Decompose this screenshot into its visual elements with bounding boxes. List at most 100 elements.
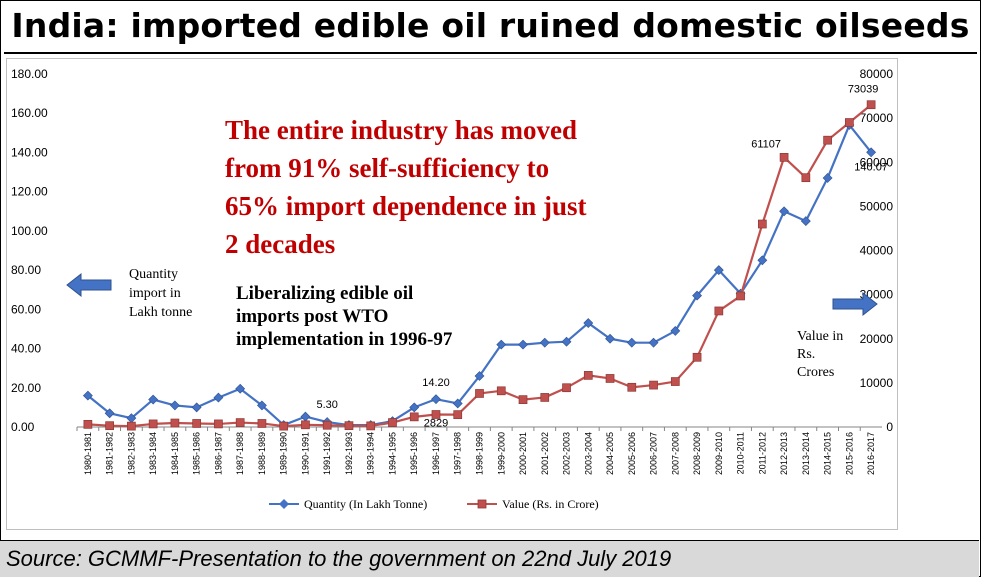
y-left-tick-label: 20.00 xyxy=(11,381,41,395)
x-tick-label: 2007-2008 xyxy=(670,432,680,475)
y-left-tick-label: 120.00 xyxy=(11,185,48,199)
quantity-data-point xyxy=(539,337,550,348)
quantity-data-point xyxy=(257,400,267,411)
value-data-point xyxy=(388,418,397,427)
source-footer: Source: GCMMF-Presentation to the govern… xyxy=(0,540,979,577)
y-right-tick-label: 10000 xyxy=(860,376,894,390)
chart-data-labels: 5.30 14.20 2829 61107 73039 140.07 xyxy=(316,84,887,430)
x-tick-label: 1997-1998 xyxy=(453,432,463,475)
x-tick-label: 2014-2015 xyxy=(823,432,833,475)
data-label: 2829 xyxy=(424,418,448,430)
y-left-tick-label: 180.00 xyxy=(11,67,48,81)
value-data-point xyxy=(192,419,202,428)
value-data-point xyxy=(83,420,93,429)
value-data-point xyxy=(344,421,354,431)
chart-legend: Quantity (In Lakh Tonne) Value (Rs. in C… xyxy=(269,497,599,511)
quantity-data-point xyxy=(213,392,224,403)
y-right-tick-label: 50000 xyxy=(860,199,894,213)
x-tick-label: 2009-2010 xyxy=(714,432,724,475)
x-tick-label: 2011-2012 xyxy=(757,432,767,474)
value-data-point xyxy=(496,386,506,396)
y-left-tick-label: 140.00 xyxy=(11,145,48,159)
value-data-point xyxy=(279,421,289,431)
x-tick-label: 1988-1989 xyxy=(257,432,267,475)
quantity-data-point xyxy=(822,173,833,183)
y-left-tick-label: 40.00 xyxy=(11,342,41,356)
y-left-tick-label: 0.00 xyxy=(11,420,35,434)
x-tick-label: 1998-1999 xyxy=(475,432,485,475)
value-data-point xyxy=(518,395,528,404)
legend-value-marker xyxy=(477,499,487,509)
chart-area: 0.00 20.00 40.00 60.00 80.00 100.00 120.00 140.… xyxy=(6,58,898,530)
x-tick-label: 1996-1997 xyxy=(431,432,441,475)
x-tick-label: 2002-2003 xyxy=(562,432,572,475)
x-tick-label: 1995-1996 xyxy=(409,432,419,475)
value-data-point xyxy=(170,418,180,428)
value-data-point xyxy=(409,412,419,422)
headline-annotation: The entire industry has moved from 91% s… xyxy=(225,115,587,259)
value-data-point xyxy=(823,135,832,145)
y-right-tick-label: 70000 xyxy=(860,111,894,125)
value-data-point xyxy=(540,393,550,402)
x-tick-label: 2008-2009 xyxy=(692,432,702,475)
data-label: 5.30 xyxy=(316,399,337,411)
quantity-data-point xyxy=(713,265,724,276)
value-data-point xyxy=(670,377,680,386)
value-data-point xyxy=(431,410,441,419)
x-tick-label: 1994-1995 xyxy=(387,432,397,475)
x-tick-label: 2005-2006 xyxy=(627,432,637,475)
value-data-point xyxy=(692,352,702,362)
y-left-tick-label: 100.00 xyxy=(11,224,48,238)
page-title: India: imported edible oil ruined domest… xyxy=(11,6,970,45)
chart-series xyxy=(82,100,877,431)
value-data-point xyxy=(757,219,767,229)
x-tick-label: 1989-1990 xyxy=(279,432,289,475)
right-note-line-3: Crores xyxy=(797,365,834,380)
value-data-point xyxy=(649,380,658,390)
quantity-data-point xyxy=(409,402,420,413)
left-note-line-2: import in xyxy=(129,286,181,301)
quantity-data-point xyxy=(518,339,528,350)
value-data-point xyxy=(322,420,332,430)
value-data-point xyxy=(801,173,811,183)
quantity-data-point xyxy=(148,394,159,405)
x-tick-label: 1980-1981 xyxy=(83,432,93,475)
data-label: 140.07 xyxy=(854,161,888,173)
x-tick-label: 2016-2017 xyxy=(866,432,876,475)
wto-note-line-3: implementation in 1996-97 xyxy=(236,329,453,350)
quantity-data-point xyxy=(800,216,811,227)
x-tick-label: 2012-2013 xyxy=(779,432,789,475)
x-tick-label: 1992-1993 xyxy=(344,432,354,475)
x-tick-label: 2003-2004 xyxy=(583,432,593,475)
headline-line-1: The entire industry has moved xyxy=(225,115,577,145)
wto-note: Liberalizing edible oil imports post WTO… xyxy=(236,283,453,350)
quantity-data-point xyxy=(779,206,790,217)
value-data-point xyxy=(127,421,136,431)
value-data-point xyxy=(866,100,876,110)
quantity-data-point xyxy=(235,383,246,394)
left-axis-note: Quantity import in Lakh tonne xyxy=(129,267,192,320)
value-data-point xyxy=(562,383,571,393)
quantity-data-point xyxy=(757,255,768,266)
value-data-point xyxy=(366,421,376,431)
x-tick-label: 2013-2014 xyxy=(801,432,811,475)
quantity-data-point xyxy=(452,398,463,409)
wto-note-line-1: Liberalizing edible oil xyxy=(236,283,413,304)
x-tick-label: 2004-2005 xyxy=(605,432,615,475)
headline-line-4: 2 decades xyxy=(225,229,335,259)
value-data-point xyxy=(714,306,724,316)
left-note-line-1: Quantity xyxy=(129,267,178,282)
line-chart: 0.00 20.00 40.00 60.00 80.00 100.00 120.00 140.… xyxy=(11,67,894,511)
value-data-point xyxy=(736,291,745,301)
value-data-point xyxy=(105,421,114,431)
y-right-tick-label: 60000 xyxy=(860,155,894,169)
quantity-data-point xyxy=(169,400,180,411)
quantity-data-point xyxy=(866,147,877,158)
value-data-point xyxy=(214,419,223,429)
y-left-tick-label: 80.00 xyxy=(11,263,41,277)
source-caption: Source: GCMMF-Presentation to the govern… xyxy=(6,546,672,571)
value-data-point xyxy=(583,371,593,380)
y-right-tick-label: 0 xyxy=(886,420,893,434)
data-label: 14.20 xyxy=(422,377,450,389)
